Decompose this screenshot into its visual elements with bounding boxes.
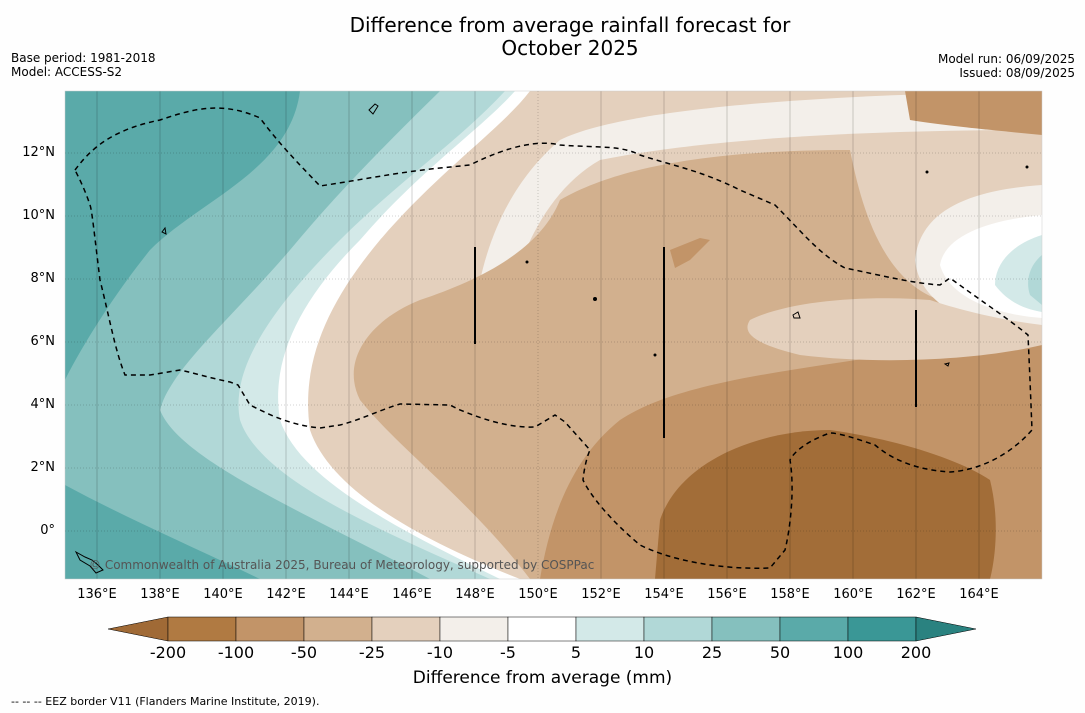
colorbar-segment [303, 616, 373, 642]
contour-neg25 [353, 150, 1042, 579]
eez-footnote: -- -- -- EEZ border V11 (Flanders Marine… [11, 695, 320, 708]
lat-label: 0° [40, 523, 55, 538]
colorbar-tick: -25 [358, 643, 386, 662]
colorbar-segments [107, 616, 977, 642]
colorbar-tick: -50 [290, 643, 318, 662]
colorbar-segment [575, 616, 645, 642]
colorbar-tick: 25 [701, 643, 723, 662]
lon-label: 150°E [518, 587, 558, 602]
colorbar-segment [779, 616, 849, 642]
contour-east-pos10 [1028, 255, 1042, 305]
title-line-2: October 2025 [501, 36, 639, 60]
contour-neg50-ne [905, 91, 1042, 135]
meridians [96, 91, 980, 579]
lat-label: 2°N [30, 460, 56, 475]
lon-label: 138°E [140, 587, 180, 602]
lat-label: 6°N [30, 334, 56, 349]
lon-label: 142°E [266, 587, 306, 602]
colorbar-extend-high [915, 616, 977, 642]
lon-label: 152°E [581, 587, 621, 602]
colorbar-tick: 5 [570, 643, 582, 662]
lon-label: 144°E [329, 587, 369, 602]
colorbar-title: Difference from average (mm) [412, 668, 673, 688]
colorbar-tick: -5 [500, 643, 516, 662]
colorbar-segment [167, 616, 237, 642]
copyright-notice: © Commonwealth of Australia 2025, Bureau… [89, 558, 595, 572]
map-title: Difference from average rainfall forecas… [270, 14, 870, 60]
colorbar-segment [847, 616, 917, 642]
meta-left: Base period: 1981-2018 Model: ACCESS-S2 [11, 51, 156, 79]
contour-pos50-north [65, 91, 300, 380]
colorbar-tick: 10 [633, 643, 655, 662]
lon-label: 148°E [455, 587, 495, 602]
model-name: Model: ACCESS-S2 [11, 65, 123, 79]
colorbar-segment [507, 616, 577, 642]
islands [74, 103, 1029, 574]
lon-label: 164°E [959, 587, 999, 602]
colorbar-extend-low [107, 616, 169, 642]
gridlines [65, 152, 1042, 532]
issued-date: Issued: 08/09/2025 [959, 66, 1075, 80]
base-period: Base period: 1981-2018 [11, 51, 156, 65]
lon-label: 158°E [770, 587, 810, 602]
contour-neg100 [655, 430, 996, 579]
colorbar-tick: -200 [149, 643, 187, 662]
lat-label: 12°N [22, 145, 55, 160]
map-frame [64, 90, 1043, 580]
lon-label: 136°E [77, 587, 117, 602]
colorbar-segment [439, 616, 509, 642]
lon-label: 162°E [896, 587, 936, 602]
lat-label: 8°N [30, 271, 56, 286]
contour-central-neg10 [747, 298, 1042, 361]
colorbar-tick: 50 [769, 643, 791, 662]
colorbar-tick: 200 [900, 643, 932, 662]
model-run: Model run: 06/09/2025 [937, 52, 1075, 66]
lat-label: 10°N [22, 208, 55, 223]
colorbar-segment [371, 616, 441, 642]
colorbar-segment [643, 616, 713, 642]
colorbar-segment [235, 616, 305, 642]
colorbar-segment [711, 616, 781, 642]
lon-label: 146°E [392, 587, 432, 602]
title-line-1: Difference from average rainfall forecas… [349, 13, 791, 37]
eez-border [74, 107, 1033, 570]
lon-label: 140°E [203, 587, 243, 602]
colorbar-tick: -10 [426, 643, 454, 662]
colorbar-tick: -100 [217, 643, 255, 662]
lon-label: 160°E [833, 587, 873, 602]
lon-label: 156°E [707, 587, 747, 602]
lon-label: 154°E [644, 587, 684, 602]
contour-neg50-islet [670, 238, 710, 268]
meta-right: Model run: 06/09/2025 Issued: 08/09/2025 [938, 52, 1075, 80]
colorbar-tick: 100 [832, 643, 864, 662]
contour-pos50-south [65, 485, 260, 579]
lat-label: 4°N [30, 397, 56, 412]
